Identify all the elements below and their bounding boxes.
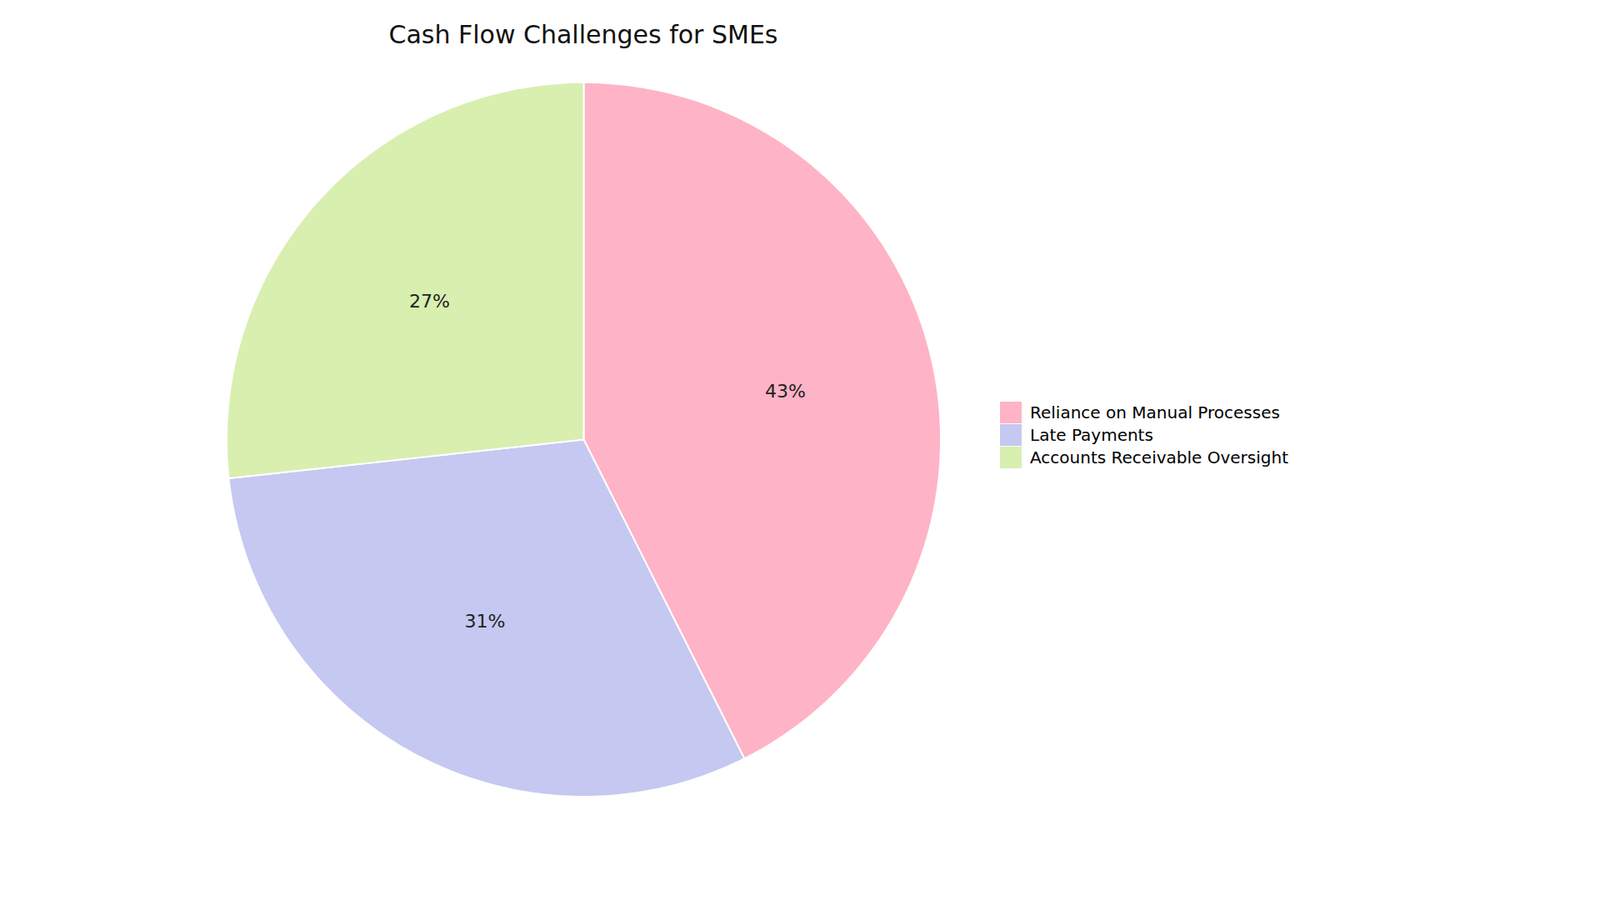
svg-text:27%: 27% [409,290,450,312]
html-text:Cash Flow Challenges for SMEs: Cash Flow Challenges for SMEs [388,20,778,50]
html-text:Accounts Receivable Oversight: Accounts Receivable Oversight [1030,447,1289,468]
svg-text:43%: 43% [765,380,806,402]
svg-text:31%: 31% [464,610,505,632]
html-text:Reliance on Manual Processes: Reliance on Manual Processes [1030,402,1280,423]
html-text:Late Payments: Late Payments [1030,424,1154,445]
